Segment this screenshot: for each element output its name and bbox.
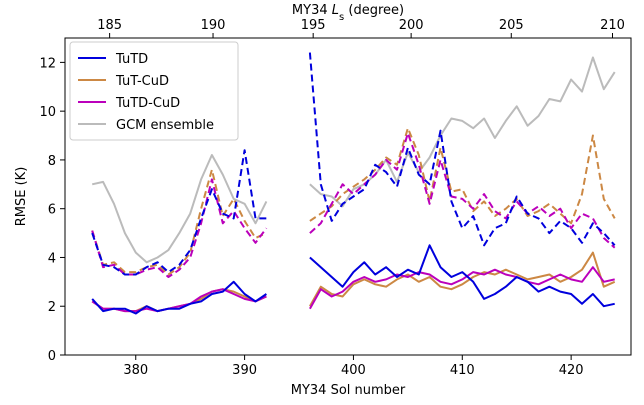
x2-tick-label-205: 205	[499, 18, 524, 33]
series-line-gcm-ensemble	[91, 56, 616, 264]
y-tick-label-2: 2	[48, 300, 56, 315]
legend-box	[69, 41, 239, 141]
y-tick-label-0: 0	[48, 349, 56, 364]
plot-lines	[91, 52, 616, 315]
x2-tick-label-185: 185	[97, 18, 122, 33]
y-tick-label-10: 10	[39, 105, 56, 120]
y-axis: 0 2 4 6 8 10 12	[39, 56, 65, 364]
series-line-tutd	[91, 244, 615, 315]
y-tick-label-8: 8	[48, 154, 56, 169]
series-line-tut-cud-dashed	[91, 127, 616, 276]
series-line-tutd-cud-dashed	[91, 132, 616, 278]
legend-label-2: TuTD-CuD	[115, 96, 180, 111]
x2-tick-label-210: 210	[600, 18, 625, 33]
x2-tick-label-195: 195	[301, 18, 326, 33]
legend-label-1: TuT-CuD	[115, 74, 169, 89]
y-tick-label-6: 6	[48, 203, 56, 218]
x-axis-title: MY34 Sol number	[291, 383, 406, 398]
x2-axis-title-symbol: L	[332, 3, 339, 18]
legend: TuTD TuT-CuD TuTD-CuD GCM ensemble	[69, 41, 239, 141]
x2-axis-title-subscript: s	[339, 12, 344, 23]
x2-axis-title-prefix: MY34	[292, 3, 332, 18]
x-axis-bottom: 380 390 400 410 420	[123, 355, 584, 378]
y-tick-label-12: 12	[39, 56, 56, 71]
x-tick-label-390: 390	[232, 363, 257, 378]
x-tick-label-420: 420	[559, 363, 584, 378]
series-line-tutd-dashed	[91, 52, 616, 276]
legend-entries: TuTD TuT-CuD TuTD-CuD GCM ensemble	[78, 52, 214, 133]
legend-label-0: TuTD	[115, 52, 148, 67]
x2-tick-label-200: 200	[399, 18, 424, 33]
x-axis-top: 185 190 195 200 205 210	[97, 18, 625, 38]
x2-tick-label-190: 190	[201, 18, 226, 33]
x2-axis-title-suffix: (degree)	[344, 3, 404, 18]
legend-label-3: GCM ensemble	[116, 118, 214, 133]
x-tick-label-410: 410	[450, 363, 475, 378]
series-line-tutd-cud	[91, 266, 615, 313]
x-tick-label-400: 400	[341, 363, 366, 378]
x-tick-label-380: 380	[123, 363, 148, 378]
y-axis-title: RMSE (K)	[14, 167, 29, 227]
x2-axis-title: MY34 Ls (degree)	[292, 3, 404, 23]
plot-frame	[64, 37, 632, 356]
y-tick-label-4: 4	[48, 251, 56, 266]
